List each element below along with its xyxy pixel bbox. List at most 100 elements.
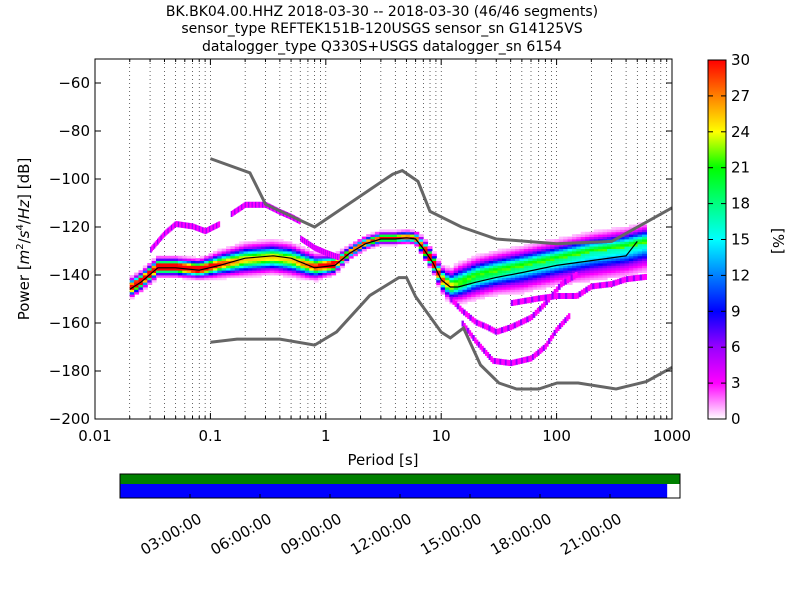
density-cell (466, 270, 472, 273)
density-cell (532, 275, 538, 278)
density-cell-low (313, 244, 315, 251)
density-cell (151, 272, 157, 276)
density-cell (536, 255, 542, 259)
density-cell (287, 260, 293, 264)
density-cell (475, 260, 481, 264)
density-cell (313, 270, 319, 273)
availability-tick-label: 21:00:00 (557, 510, 624, 559)
density-cell (449, 287, 455, 290)
density-cell (256, 263, 262, 266)
density-cell-low (180, 221, 182, 228)
density-cell (449, 294, 455, 297)
density-cell (620, 265, 626, 269)
density-cell (493, 284, 499, 288)
density-cell (296, 270, 302, 273)
density-cell (453, 289, 459, 293)
density-cell (287, 241, 293, 245)
density-cell-low (203, 227, 206, 234)
density-cell (247, 253, 253, 257)
density-cell (151, 275, 157, 278)
density-cell (541, 284, 547, 288)
density-cell-low (302, 237, 305, 244)
density-cell (339, 255, 345, 259)
density-cell (177, 267, 183, 271)
density-cell-low (510, 360, 513, 367)
density-cell (480, 267, 485, 271)
density-cell (523, 284, 529, 288)
density-cell-low (263, 201, 265, 208)
density-cell (169, 267, 175, 271)
density-cell (142, 279, 148, 283)
density-cell (252, 246, 258, 249)
density-cell (571, 279, 577, 283)
density-cell (182, 260, 188, 264)
density-cell (484, 279, 490, 283)
density-cell (550, 239, 556, 242)
density-cell (519, 251, 525, 254)
density-cell (519, 248, 525, 252)
density-cell (256, 243, 262, 247)
density-cell (611, 267, 617, 271)
density-cell (423, 248, 429, 252)
density-cell (427, 258, 433, 261)
density-cell (628, 260, 634, 264)
density-cell (462, 294, 468, 297)
density-cell (480, 287, 485, 290)
density-cell (541, 270, 547, 273)
density-cell-low (173, 222, 175, 229)
density-cell (589, 272, 595, 276)
density-cell (488, 291, 494, 295)
density-cell-low (512, 299, 516, 306)
density-cell-low (189, 223, 192, 230)
density-cell (383, 231, 389, 235)
density-cell (523, 279, 529, 283)
density-cell (269, 263, 275, 266)
density-cell (226, 265, 232, 269)
density-cell (291, 248, 297, 252)
density-cell (177, 265, 183, 269)
density-cell (186, 272, 192, 276)
density-cell (532, 243, 538, 247)
density-cell (156, 255, 161, 259)
density-cell (326, 258, 332, 261)
density-cell (475, 291, 481, 295)
density-cell (480, 253, 485, 257)
density-cell-low (468, 330, 472, 337)
density-cell (528, 279, 534, 283)
density-cell (300, 260, 306, 264)
density-cell (313, 272, 319, 276)
density-cell (444, 267, 450, 271)
density-cell (208, 260, 214, 264)
density-cell (589, 270, 595, 273)
density-cell (309, 277, 315, 281)
density-cell (589, 275, 595, 278)
density-cell (615, 275, 621, 278)
density-cell (519, 277, 525, 281)
colorbar-tick-label: 24 (731, 123, 750, 141)
density-cell (541, 248, 547, 252)
density-cell (493, 275, 499, 278)
density-cell (532, 282, 538, 285)
density-cell-low (519, 357, 522, 364)
density-cell (471, 270, 477, 273)
density-cell (313, 267, 319, 271)
density-cell (331, 267, 337, 271)
density-cell-low (526, 297, 530, 304)
density-cell (318, 253, 323, 257)
density-cell (501, 291, 507, 295)
density-cell (370, 234, 376, 237)
density-cell (571, 246, 577, 249)
density-cell (169, 263, 175, 266)
density-cell (519, 289, 525, 293)
density-cell (523, 253, 529, 257)
density-cell (191, 263, 197, 266)
density-cell (515, 277, 521, 281)
density-cell (501, 267, 507, 271)
density-cell (156, 267, 161, 271)
density-cell (493, 270, 499, 273)
density-cell (475, 289, 481, 293)
density-cell-low (321, 248, 323, 255)
density-cell (300, 272, 306, 276)
density-cell (528, 243, 534, 247)
density-cell (423, 239, 429, 242)
